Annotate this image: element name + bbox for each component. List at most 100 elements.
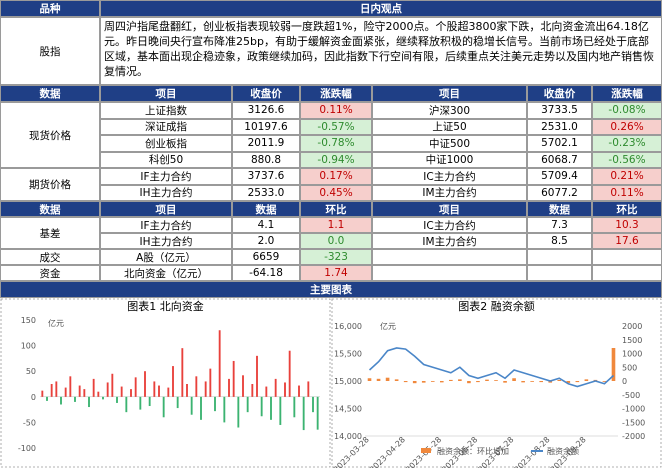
bar (412, 381, 417, 384)
column-header: 项目 (372, 201, 527, 217)
cell: 0.0 (300, 233, 372, 249)
bar (74, 396, 76, 402)
bar (557, 379, 562, 381)
bar (78, 385, 81, 397)
cell: 6659 (232, 249, 300, 265)
bar (92, 378, 95, 397)
y2-tick-label: 0 (622, 377, 627, 386)
header: 日内观点 (100, 0, 662, 17)
section-header: 主要图表 (0, 281, 662, 298)
bar (530, 381, 534, 382)
bar (195, 376, 198, 397)
cell: 10.3 (592, 217, 662, 233)
bar (158, 385, 160, 397)
y2-tick-label: -500 (622, 391, 640, 400)
bar (575, 381, 580, 383)
bar (284, 382, 286, 397)
cell: -0.57% (300, 118, 372, 135)
column-header: 收盘价 (232, 85, 300, 102)
bar (116, 396, 118, 403)
bar (274, 378, 277, 397)
cell: 上证指数 (100, 102, 232, 119)
cell: -0.23% (592, 135, 662, 152)
column-header: 环比 (592, 201, 662, 217)
bar (204, 381, 207, 397)
cell: 0.21% (592, 168, 662, 185)
cell: 0.17% (300, 168, 372, 185)
bar (46, 396, 48, 401)
bar (125, 396, 128, 413)
bar (385, 377, 390, 381)
cell: 5709.4 (527, 168, 592, 185)
cell: 6068.7 (527, 151, 592, 168)
cell: 上证50 (372, 118, 527, 135)
bar (64, 387, 67, 397)
bar (111, 373, 114, 397)
cell: 17.6 (592, 233, 662, 249)
group-label: 现货价格 (0, 102, 100, 168)
cell: IM主力合约 (372, 233, 527, 249)
empty-cell (592, 249, 662, 265)
bar (181, 348, 184, 397)
y2-tick-label: -1000 (622, 405, 645, 414)
bar (270, 396, 272, 420)
cell: 6077.2 (527, 184, 592, 201)
cell: 8.5 (527, 233, 592, 249)
bar (467, 381, 471, 384)
y2-tick-label: -2000 (622, 432, 645, 441)
empty-cell (372, 265, 527, 281)
bar (167, 387, 170, 397)
cell: 科创50 (100, 151, 232, 168)
bar (190, 396, 193, 415)
bar (293, 396, 296, 418)
cell: 0.11% (592, 184, 662, 201)
y-tick-label: 15,500 (334, 350, 362, 359)
column-header: 项目 (372, 85, 527, 102)
column-header: 收盘价 (527, 85, 592, 102)
column-header: 涨跌幅 (592, 85, 662, 102)
column-header: 数据 (0, 85, 100, 102)
cell: IF主力合约 (100, 168, 232, 185)
label: 股指 (0, 17, 100, 85)
bar (162, 396, 165, 418)
y2-tick-label: 1500 (622, 336, 642, 345)
cell: IH主力合约 (100, 184, 232, 201)
bar (69, 376, 72, 397)
bar (494, 380, 498, 381)
bar (153, 381, 156, 397)
cell: -0.78% (300, 135, 372, 152)
bar (251, 384, 254, 397)
bar (148, 396, 151, 407)
x-tick-label: 2023-04-28 (368, 435, 407, 468)
cell: 1.1 (300, 217, 372, 233)
bar (298, 385, 300, 397)
bar (312, 396, 314, 413)
axis-label: 亿元 (48, 318, 64, 328)
bar (458, 379, 462, 381)
bar (139, 396, 142, 410)
bar (60, 396, 62, 405)
empty-cell (372, 249, 527, 265)
bar (41, 390, 44, 397)
bar (83, 389, 86, 397)
bar (172, 366, 174, 397)
y-tick-label: 0 (31, 393, 36, 402)
column-header: 数据 (527, 201, 592, 217)
bar (265, 386, 268, 397)
bar (214, 396, 216, 412)
bar (421, 381, 426, 383)
bar (209, 368, 212, 397)
legend-swatch (421, 448, 431, 453)
cell: 2011.9 (232, 135, 300, 152)
bar (50, 384, 53, 397)
bar (232, 360, 235, 397)
cell: -64.18 (232, 265, 300, 281)
bar (430, 381, 435, 382)
bar (503, 381, 507, 383)
bar (88, 396, 90, 408)
cell: -323 (300, 249, 372, 265)
cell: 10197.6 (232, 118, 300, 135)
cell: IM主力合约 (372, 184, 527, 201)
group-label: 期货价格 (0, 168, 100, 201)
cell: 5702.1 (527, 135, 592, 152)
